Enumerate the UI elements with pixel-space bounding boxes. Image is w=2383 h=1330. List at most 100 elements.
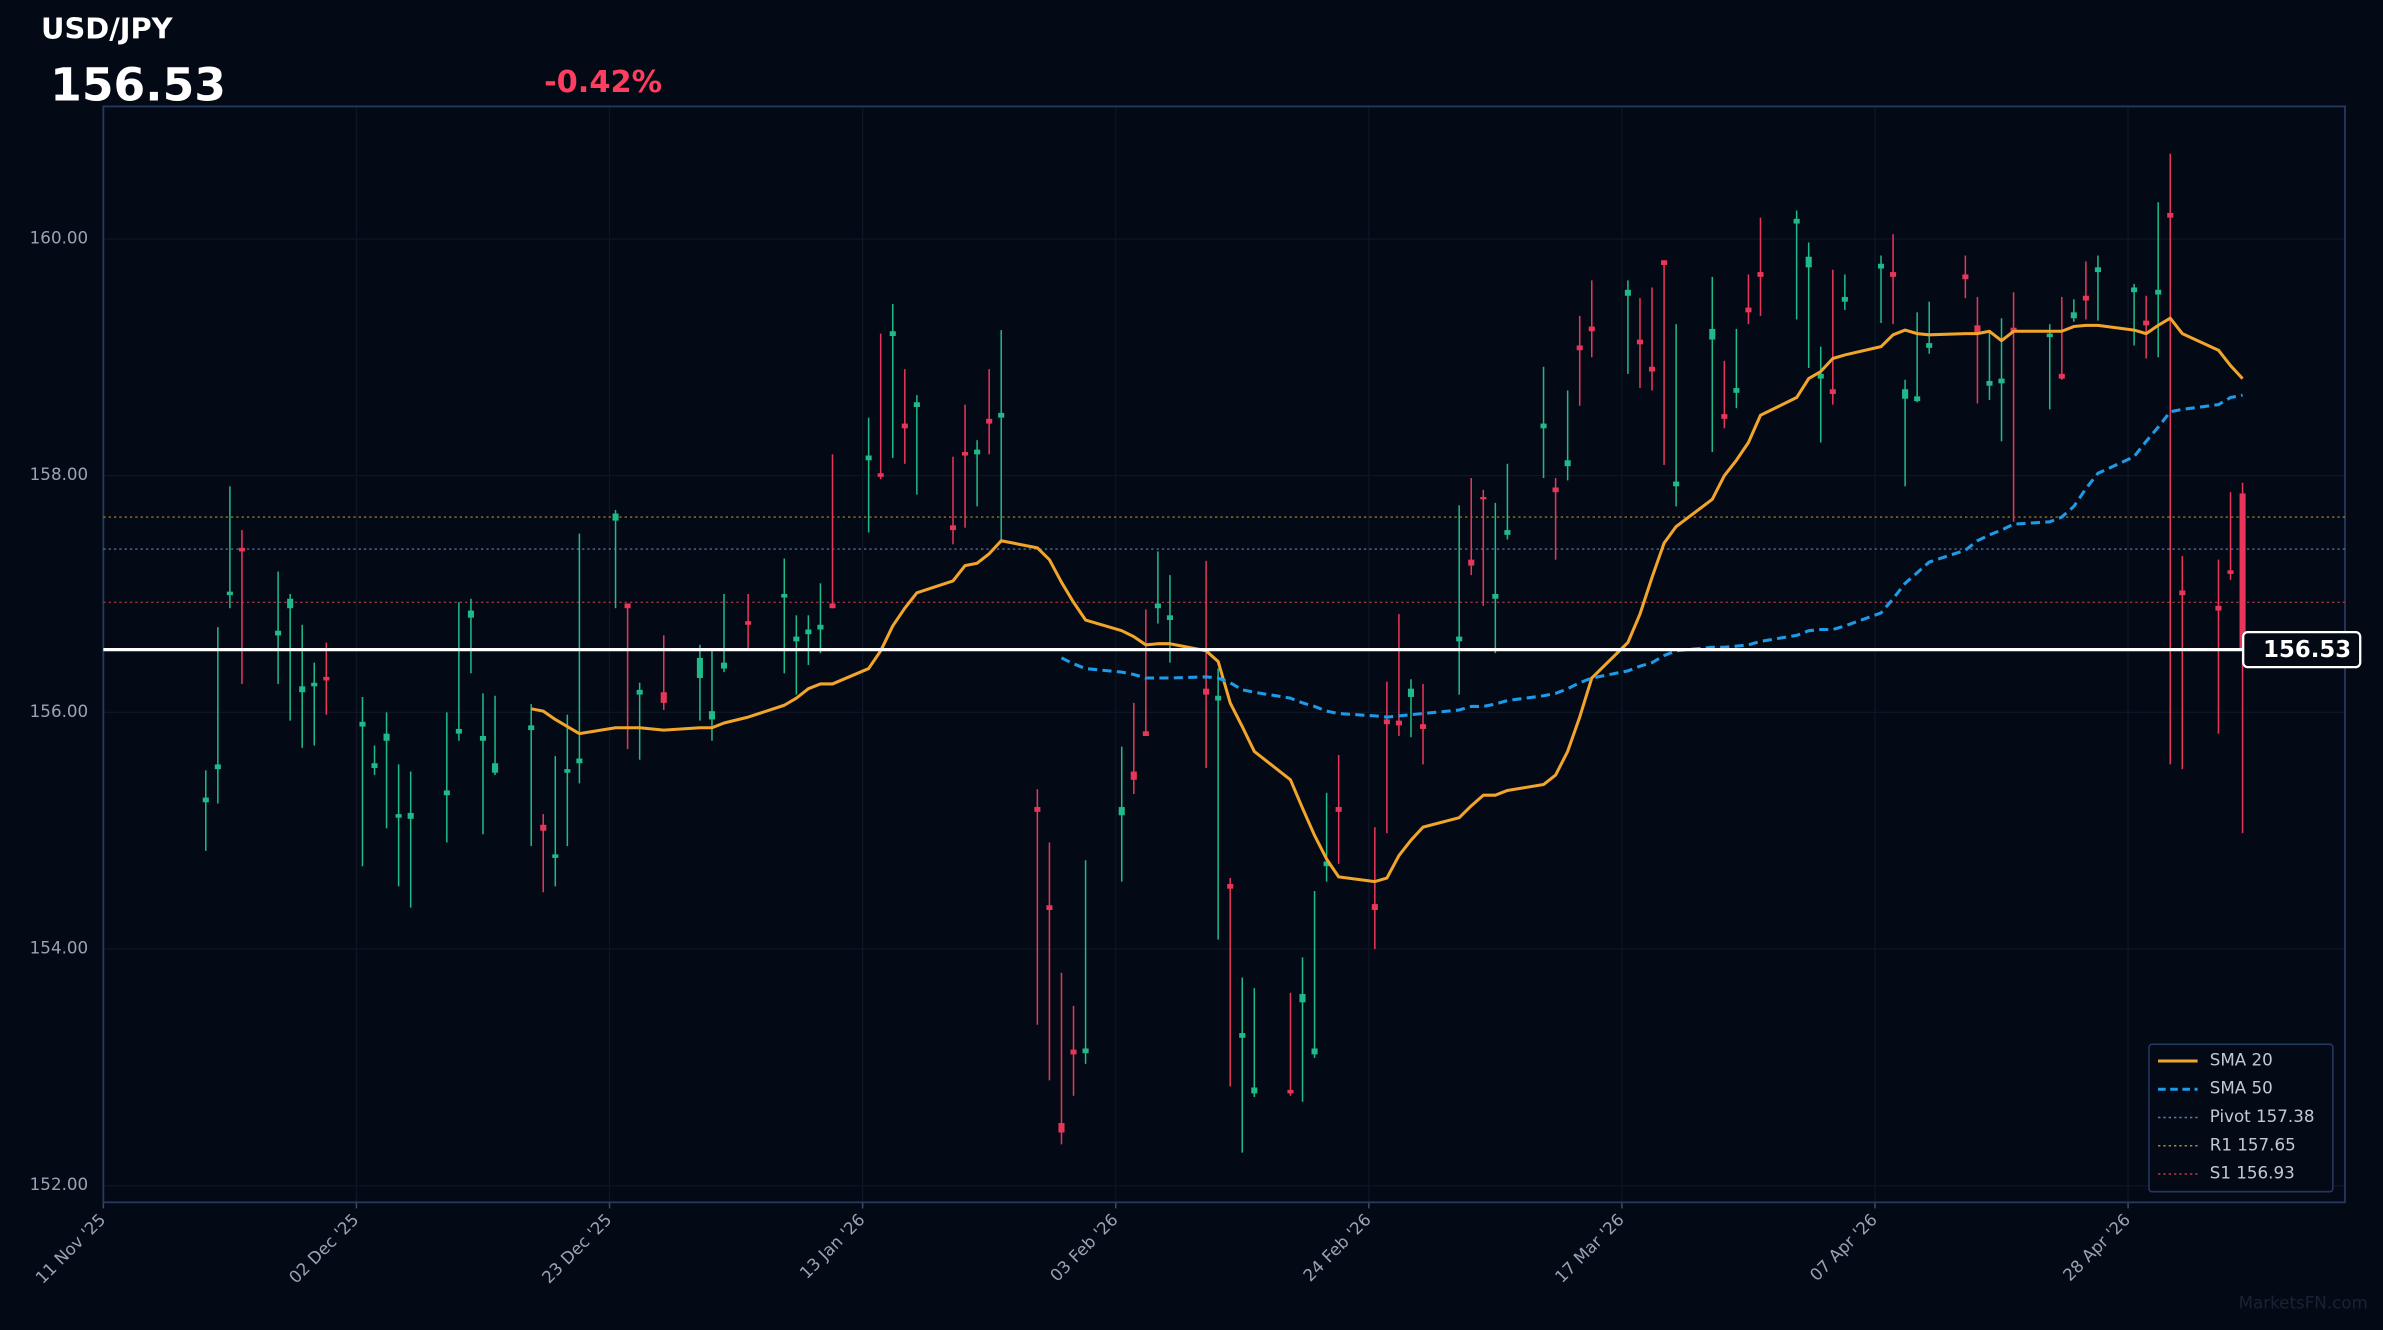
candle-body (371, 763, 378, 768)
candle-body (2131, 287, 2138, 293)
candle-body (1962, 274, 1969, 280)
candle-body (1046, 905, 1053, 910)
candle-body (949, 525, 957, 531)
candle-body (1745, 307, 1752, 313)
sma-line (1060, 393, 2243, 719)
candle-body (708, 711, 716, 720)
candle-body (1829, 389, 1836, 394)
sma-line (530, 316, 2244, 884)
y-tick-label: 160.00 (30, 227, 88, 247)
watermark: MarketsFN.com (2239, 1293, 2368, 1313)
candle-body (829, 603, 836, 609)
candle-body (1552, 487, 1559, 493)
candle-body (1661, 260, 1668, 265)
candle-body (1757, 272, 1764, 277)
candle-body (2046, 333, 2053, 338)
candle-body (2215, 605, 2222, 611)
candle-body (1239, 1033, 1246, 1038)
candle-body (1540, 423, 1547, 429)
candle-body (1721, 414, 1728, 419)
candle-body (817, 624, 824, 630)
candle-body (455, 728, 462, 734)
candle-body (2227, 570, 2234, 574)
candle-body (383, 733, 390, 741)
candle-body (2179, 590, 2186, 596)
candle-body (1648, 366, 1656, 372)
candle-body (443, 790, 450, 796)
candle-body (1299, 994, 1306, 1003)
candle-body (2070, 312, 2077, 319)
candle-body (974, 449, 981, 455)
candle-body (636, 689, 643, 695)
price: 156.53 (50, 59, 226, 112)
candle-body (889, 331, 896, 336)
candle-body (624, 603, 631, 609)
candle-body (2082, 295, 2089, 301)
candle-body (1395, 720, 1402, 726)
y-tick-label: 158.00 (30, 464, 88, 484)
candle-body (1624, 289, 1631, 296)
candle-body (1890, 272, 1897, 277)
candle-body (275, 630, 282, 636)
candle-body (901, 423, 908, 429)
candle-body (528, 725, 535, 731)
candle-body (1371, 904, 1378, 910)
legend-label: SMA 50 (2210, 1078, 2273, 1098)
candle-body (552, 854, 559, 858)
candle-body (1793, 218, 1800, 224)
candle-body (1034, 807, 1041, 812)
candle-body (1504, 530, 1511, 535)
candle-body (1733, 388, 1740, 393)
candle-body (1576, 345, 1583, 351)
candle-body (1335, 807, 1342, 812)
candle-body (1902, 389, 1909, 399)
candle-body (491, 763, 499, 773)
candle-body (299, 686, 306, 693)
change: -0.42% (544, 65, 662, 100)
candle-body (962, 451, 969, 456)
candle-body (202, 797, 209, 803)
candle-body (781, 594, 788, 598)
candle-body (1130, 771, 1137, 780)
candle-body (1154, 603, 1161, 609)
candle-body (660, 692, 667, 703)
candle-body (238, 547, 245, 552)
candle-body (1564, 460, 1571, 467)
y-tick-label: 156.00 (30, 701, 88, 721)
legend-label: Pivot 157.38 (2210, 1106, 2315, 1126)
candle-body (1407, 688, 1415, 697)
candle-body (696, 657, 703, 679)
candle-body (1468, 559, 1475, 566)
candle-body (1118, 807, 1125, 816)
candle-body (359, 721, 366, 727)
legend-label: S1 156.93 (2210, 1163, 2295, 1183)
candle-body (793, 636, 800, 642)
candle-body (287, 598, 294, 609)
candle-body (1383, 719, 1390, 725)
candle-body (720, 662, 728, 669)
candle-body (1215, 695, 1222, 701)
candle-body (2239, 493, 2246, 650)
candle-body (1419, 724, 1427, 729)
candle-body (407, 812, 414, 819)
candle-body (986, 418, 993, 424)
candle-body (311, 682, 318, 687)
candle-body (877, 473, 884, 477)
candle-body (2155, 289, 2162, 295)
candle-body (913, 402, 920, 408)
candle-body (805, 629, 812, 635)
candle-body (564, 769, 571, 773)
candle-body (2143, 320, 2150, 326)
candle-body (1636, 339, 1644, 345)
candle-body (1287, 1089, 1294, 1094)
last-price-label: 156.53 (2263, 637, 2351, 663)
candle-body (1588, 326, 1595, 332)
candle-body (1841, 296, 1848, 302)
candle-body (998, 412, 1005, 418)
candle-body (1166, 615, 1173, 621)
candle-body (2058, 373, 2065, 379)
candle-body (865, 455, 872, 461)
candle-body (1805, 256, 1812, 268)
